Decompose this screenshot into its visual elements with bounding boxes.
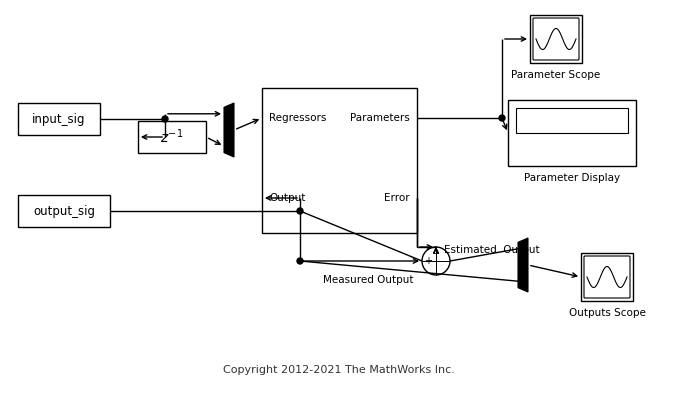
Text: −: −	[432, 249, 440, 259]
Circle shape	[162, 116, 168, 122]
Bar	[530, 15, 582, 63]
Bar	[18, 195, 110, 227]
FancyBboxPatch shape	[584, 256, 630, 298]
Text: Parameter Display: Parameter Display	[524, 173, 620, 183]
Text: Copyright 2012-2021 The MathWorks Inc.: Copyright 2012-2021 The MathWorks Inc.	[223, 365, 454, 375]
Bar	[138, 121, 206, 153]
Bar	[508, 100, 636, 166]
Circle shape	[499, 115, 505, 121]
Text: Parameter Scope: Parameter Scope	[511, 70, 600, 80]
Text: Output: Output	[269, 193, 305, 203]
Text: $z^{-1}$: $z^{-1}$	[160, 128, 183, 146]
Text: Regressors: Regressors	[269, 113, 326, 123]
Circle shape	[297, 208, 303, 214]
Bar	[516, 108, 628, 133]
FancyBboxPatch shape	[533, 18, 579, 60]
Text: output_sig: output_sig	[33, 205, 95, 218]
Bar	[581, 253, 633, 301]
Bar	[18, 103, 100, 135]
Text: Outputs Scope: Outputs Scope	[569, 308, 645, 318]
Text: +: +	[424, 256, 433, 266]
Polygon shape	[224, 103, 234, 157]
Text: Error: Error	[385, 193, 410, 203]
Text: Parameters: Parameters	[350, 113, 410, 123]
Bar	[262, 88, 417, 233]
Polygon shape	[518, 238, 528, 292]
Text: Measured Output: Measured Output	[323, 275, 413, 285]
Circle shape	[297, 258, 303, 264]
Text: input_sig: input_sig	[32, 113, 86, 126]
Text: Estimated  Output: Estimated Output	[444, 245, 540, 255]
